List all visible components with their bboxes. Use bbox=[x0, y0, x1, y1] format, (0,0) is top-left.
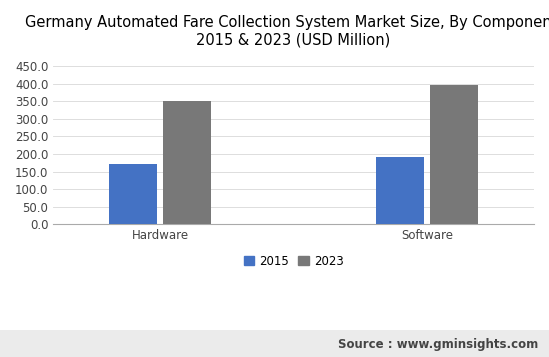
Text: Source : www.gminsights.com: Source : www.gminsights.com bbox=[338, 338, 538, 351]
Bar bbox=[430, 85, 478, 224]
Title: Germany Automated Fare Collection System Market Size, By Component,
2015 & 2023 : Germany Automated Fare Collection System… bbox=[25, 15, 549, 47]
Bar bbox=[377, 157, 424, 224]
Bar bbox=[109, 164, 158, 224]
Bar bbox=[163, 101, 211, 224]
Legend: 2015, 2023: 2015, 2023 bbox=[239, 250, 348, 272]
